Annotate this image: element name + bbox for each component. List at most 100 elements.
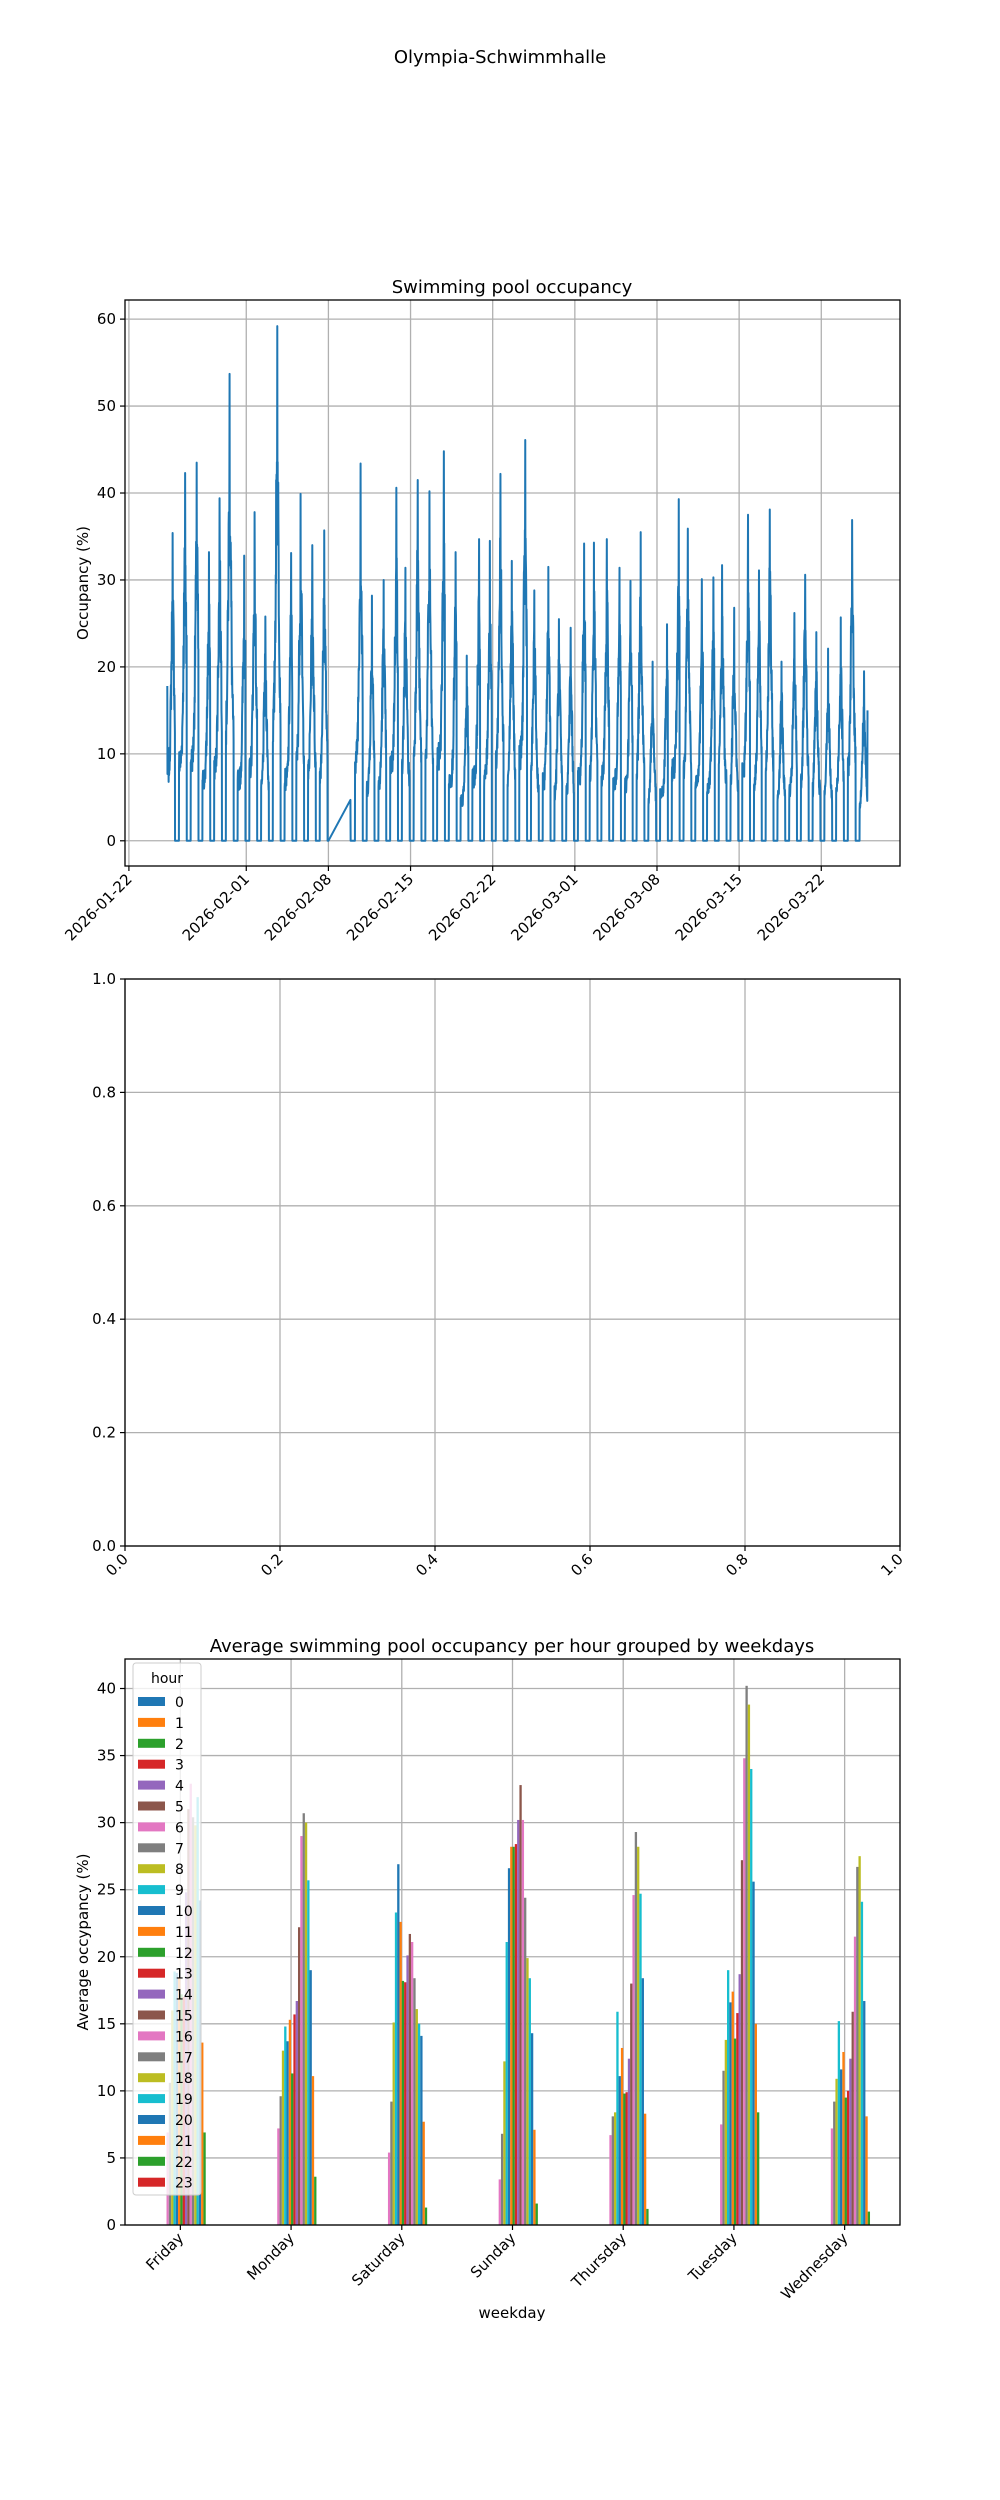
bar-hour-11 xyxy=(842,2051,845,2225)
x-tick-label: 2026-02-08 xyxy=(261,870,335,944)
bar-hour-19 xyxy=(639,1893,642,2225)
bar-hour-18 xyxy=(304,1822,308,2225)
weekday-hour-bar-chart: Average swimming pool occupancy per hour… xyxy=(74,1636,901,2322)
bar-hour-22 xyxy=(203,2132,206,2225)
legend-item: 5 xyxy=(138,1800,184,1816)
x-tick-label: Saturday xyxy=(348,2229,409,2290)
y-tick-label: 50 xyxy=(97,397,116,415)
legend-item: 21 xyxy=(138,2134,193,2150)
bar-hour-15 xyxy=(740,1860,744,2225)
x-tick-label: Thursday xyxy=(567,2229,630,2292)
legend-label: 22 xyxy=(175,2155,193,2171)
legend-box xyxy=(132,1662,202,2196)
y-tick-label: 0.8 xyxy=(92,1083,116,1101)
legend-item: 20 xyxy=(138,2113,193,2129)
legend-label: 6 xyxy=(175,1820,184,1836)
bar-hour-22 xyxy=(646,2208,649,2225)
chart-title: Average swimming pool occupancy per hour… xyxy=(210,1636,815,1657)
y-axis-label: Occupancy (%) xyxy=(74,526,92,640)
legend-swatch xyxy=(138,1738,165,1748)
bar-hour-21 xyxy=(201,2042,204,2225)
bar-hour-21 xyxy=(533,2129,536,2225)
legend-label: 1 xyxy=(175,1716,184,1732)
y-tick-label: 60 xyxy=(97,310,116,328)
bar-hour-18 xyxy=(415,2009,418,2225)
bar-hour-14 xyxy=(627,2058,631,2225)
x-tick-label: 2026-03-22 xyxy=(754,870,828,944)
bar-hour-12 xyxy=(512,1846,515,2225)
axes-frame xyxy=(124,978,901,1547)
bar-hour-22 xyxy=(424,2207,428,2225)
legend-label: 5 xyxy=(175,1800,184,1816)
x-tick-label: 2026-02-15 xyxy=(343,870,417,944)
legend-label: 0 xyxy=(175,1695,184,1711)
bar-hour-8 xyxy=(503,2061,506,2225)
legend-label: 8 xyxy=(175,1862,184,1878)
bar-hour-12 xyxy=(733,2038,737,2225)
x-tick-label: Tuesday xyxy=(684,2229,741,2286)
y-tick-label: 10 xyxy=(97,2082,116,2100)
bar-hour-21 xyxy=(643,2113,647,2225)
legend-item: 7 xyxy=(138,1841,184,1857)
bar-group-saturday xyxy=(387,1864,428,2225)
bar-hour-13 xyxy=(846,2090,850,2225)
bar-hour-11 xyxy=(399,1921,402,2225)
legend-item: 0 xyxy=(138,1695,184,1711)
bar-hour-6 xyxy=(720,2124,723,2225)
legend-label: 15 xyxy=(175,2009,193,2025)
plot-area xyxy=(166,1685,871,2225)
bar-hour-14 xyxy=(738,1974,741,2225)
y-tick-label: 10 xyxy=(97,745,116,763)
legend-label: 19 xyxy=(175,2092,193,2108)
bar-hour-10 xyxy=(618,2076,621,2225)
y-tick-label: 20 xyxy=(97,1948,116,1966)
bar-hour-14 xyxy=(295,2001,298,2225)
bar-hour-12 xyxy=(291,2073,294,2225)
x-axis-label: weekday xyxy=(478,2304,545,2322)
legend-swatch xyxy=(138,1697,165,1706)
legend-swatch xyxy=(138,2135,165,2145)
bar-hour-10 xyxy=(397,1864,400,2225)
legend-swatch xyxy=(138,1885,165,1895)
y-tick-label: 15 xyxy=(97,2015,116,2033)
bar-hour-21 xyxy=(422,2121,425,2225)
legend-swatch xyxy=(138,1717,165,1727)
bar-hour-9 xyxy=(727,1970,730,2225)
bar-hour-19 xyxy=(307,1880,310,2225)
bar-hour-17 xyxy=(856,1866,859,2225)
bar-hour-13 xyxy=(736,2013,739,2225)
y-tick-label: 30 xyxy=(97,571,116,589)
bar-hour-10 xyxy=(729,2002,732,2225)
bar-hour-17 xyxy=(302,1813,305,2225)
bar-hour-13 xyxy=(293,2014,296,2225)
bar-hour-8 xyxy=(835,2078,838,2225)
bar-hour-8 xyxy=(392,2022,395,2225)
legend-swatch xyxy=(138,2010,165,2020)
legend-item: 19 xyxy=(138,2092,193,2108)
legend-swatch xyxy=(138,2094,165,2104)
y-tick-label: 40 xyxy=(97,1680,116,1698)
bar-group-sunday xyxy=(498,1785,538,2225)
legend-label: 10 xyxy=(175,1904,193,1920)
chart-title: Swimming pool occupancy xyxy=(392,277,633,298)
bar-hour-20 xyxy=(752,1881,755,2225)
bar-hour-16 xyxy=(632,1895,635,2225)
bar-hour-6 xyxy=(387,2152,391,2225)
legend-item: 4 xyxy=(138,1779,184,1795)
legend-label: 11 xyxy=(175,1925,193,1941)
legend-label: 23 xyxy=(175,2176,193,2192)
legend-label: 16 xyxy=(175,2029,193,2045)
legend-swatch xyxy=(138,1864,165,1874)
bar-hour-13 xyxy=(514,1844,518,2225)
y-axis-label: Average occypancy (%) xyxy=(74,1854,92,2031)
bar-hour-20 xyxy=(420,2035,423,2225)
legend-swatch xyxy=(138,1822,165,1832)
x-tick-label: 2026-02-01 xyxy=(179,870,253,944)
bar-hour-20 xyxy=(309,1970,312,2225)
x-tick-label: 0.2 xyxy=(257,1550,287,1580)
bar-hour-8 xyxy=(724,2039,728,2225)
bar-hour-8 xyxy=(613,2112,617,2225)
bar-hour-6 xyxy=(498,2179,501,2225)
bar-hour-22 xyxy=(756,2112,760,2225)
y-tick-label: 30 xyxy=(97,1814,116,1832)
